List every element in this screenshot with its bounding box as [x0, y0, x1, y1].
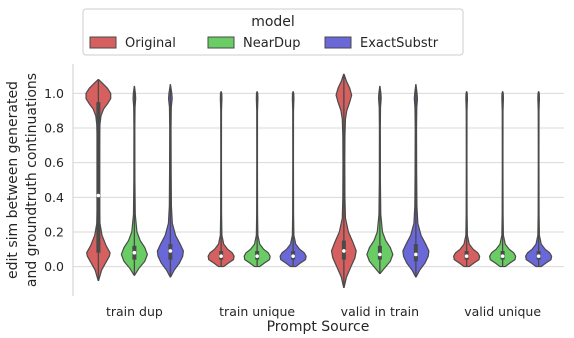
y-axis-title-line-1: edit sim between generated [5, 81, 21, 279]
violin-median-point [291, 254, 295, 258]
violin-exactsubstr-0 [156, 84, 184, 278]
legend-label: NearDup [243, 36, 301, 51]
y-tick-label: 0.2 [44, 224, 64, 239]
y-axis-title-line-2: and groundtruth continuations [24, 73, 40, 287]
y-tick-label: 1.0 [44, 86, 64, 101]
legend-swatch [89, 36, 117, 49]
violin-median-point [342, 249, 346, 253]
violin-median-point [414, 252, 418, 257]
violin-neardup-2 [366, 85, 394, 275]
violin-median-point [500, 254, 505, 258]
y-tick-label: 0.0 [44, 259, 64, 274]
violin-neardup-0 [120, 85, 149, 276]
legend-title: model [251, 14, 295, 30]
x-tick-label: valid in train [341, 304, 419, 319]
violin-median-point [255, 254, 259, 258]
legend-label: ExactSubstr [360, 36, 439, 51]
x-tick-label: valid unique [464, 304, 541, 319]
legend: model Original NearDup ExactSubstr [82, 8, 464, 56]
legend-swatch [207, 36, 235, 49]
violin-original-0 [85, 78, 112, 282]
violin-median-point [219, 254, 223, 258]
violin-neardup-3 [489, 91, 517, 268]
violin-median-point [168, 249, 173, 253]
violin-median-point [132, 250, 137, 255]
legend-entry-neardup: NearDup [207, 36, 301, 51]
violins [85, 73, 553, 288]
y-tick-label: 0.4 [44, 190, 64, 205]
violin-original-2 [330, 73, 357, 288]
grid [72, 64, 564, 296]
x-axis-title: Prompt Source [267, 319, 370, 334]
legend-label: Original [125, 36, 176, 51]
legend-swatch [324, 36, 352, 49]
legend-frame [82, 8, 464, 56]
legend-entry-original: Original [89, 36, 176, 51]
y-axis: 0.0 0.2 0.4 0.6 0.8 1.0 [44, 86, 64, 274]
y-axis-title: edit sim between generated [5, 81, 21, 279]
violin-exactsubstr-2 [402, 84, 430, 278]
violin-exactsubstr-1 [279, 91, 307, 268]
violin-neardup-1 [243, 91, 271, 268]
y-tick-label: 0.6 [44, 155, 64, 170]
x-tick-label: train unique [219, 304, 295, 319]
violin-median-point [378, 252, 382, 257]
violin-original-1 [207, 91, 235, 268]
x-tick-label: train dup [106, 304, 163, 319]
legend-entries: Original NearDup ExactSubstr [89, 36, 439, 51]
x-axis: train dup train unique valid in train valid… [106, 304, 541, 319]
y-tick-label: 0.8 [44, 121, 64, 136]
violin-median-point [464, 254, 469, 258]
violin-original-3 [453, 91, 481, 268]
violin-median-point [536, 254, 541, 258]
legend-entry-exactsubstr: ExactSubstr [324, 36, 439, 51]
y-axis-title-line-2-text: and groundtruth continuations [24, 73, 40, 287]
violin-exactsubstr-3 [525, 91, 553, 268]
violin-median-point [96, 193, 101, 198]
